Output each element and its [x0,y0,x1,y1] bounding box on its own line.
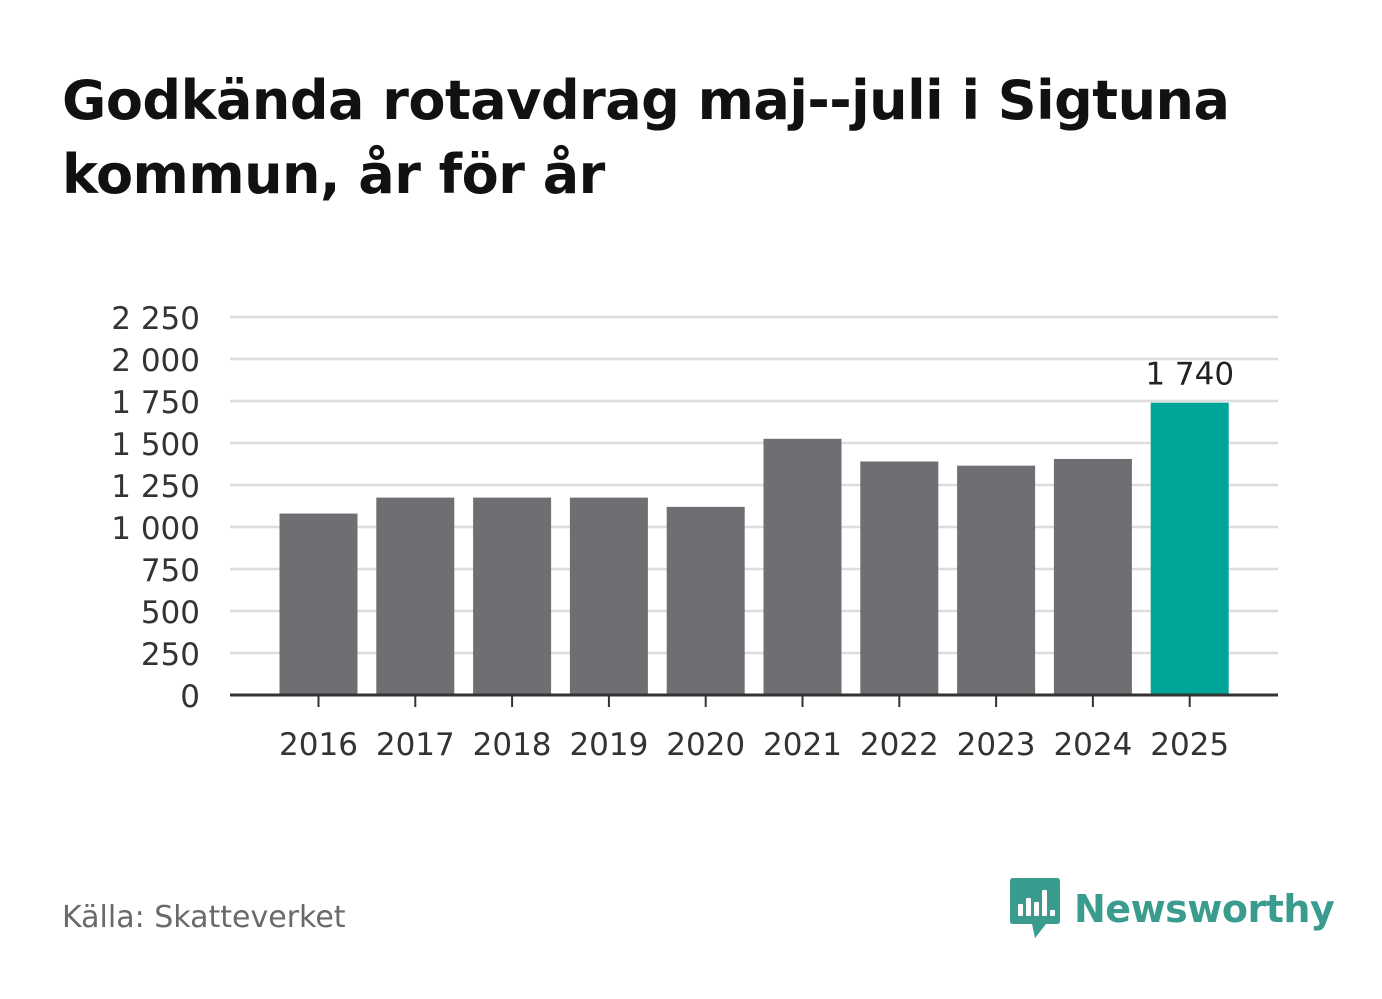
source-note: Källa: Skatteverket [62,900,346,935]
y-tick-label: 1 500 [111,427,200,463]
bar-2022 [860,461,939,695]
x-tick-label: 2023 [957,727,1036,763]
x-tick-label: 2016 [279,727,358,763]
y-tick-label: 1 000 [111,511,200,547]
data-label: 1 740 [1145,357,1234,393]
chart-title: Godkända rotavdrag maj--juli i Sigtuna k… [62,69,1230,206]
bar-2017 [376,497,455,695]
bar-2020 [666,506,745,695]
y-tick-label: 1 250 [111,469,200,505]
bar-2019 [569,497,648,695]
y-tick-label: 750 [141,553,200,589]
bar-2018 [473,497,552,695]
x-tick-label: 2021 [763,727,842,763]
x-tick-label: 2020 [666,727,745,763]
x-tick-label: 2022 [860,727,939,763]
x-tick-label: 2024 [1053,727,1132,763]
y-tick-label: 1 750 [111,385,200,421]
y-tick-label: 0 [180,679,200,715]
x-tick-label: 2018 [473,727,552,763]
bar-2023 [957,465,1036,695]
data-labels: 1 740 [1145,357,1234,393]
x-tick-label: 2019 [569,727,648,763]
bars [279,402,1229,695]
y-axis-tick-labels: 0 250 500 750 1 000 1 250 1 500 1 750 2 000 2 250 [111,301,200,715]
bar-chart-speech-bubble-icon [1010,878,1060,938]
y-tick-label: 2 250 [111,301,200,337]
x-axis-ticks: 2016 2017 2018 2019 2020 2021 2022 2023 2024 2025 [279,695,1229,763]
bar-2025 [1150,402,1229,695]
newsworthy-brand: Newsworthy [1010,878,1335,940]
y-tick-label: 2 000 [111,343,200,379]
bar-2021 [763,438,842,695]
x-tick-label: 2025 [1150,727,1229,763]
x-tick-label: 2017 [376,727,455,763]
bar-2024 [1053,458,1132,695]
bar-2016 [279,513,358,695]
y-tick-label: 500 [141,595,200,631]
brand-name: Newsworthy [1074,887,1335,931]
y-tick-label: 250 [141,637,200,673]
